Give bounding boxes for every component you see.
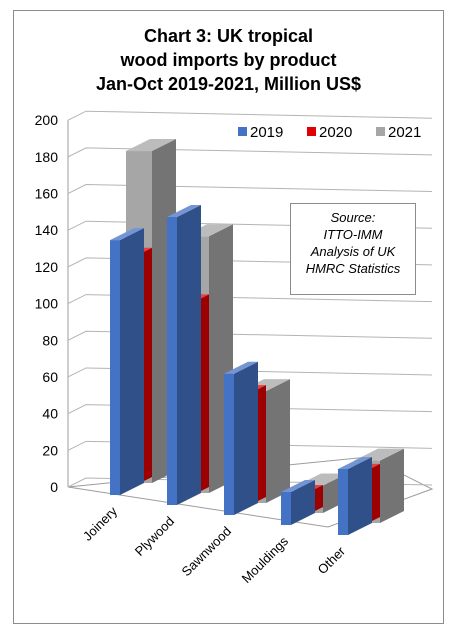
legend: 2019 2020 2021 [238,124,421,141]
chart-title-line-1: Chart 3: UK tropical [143,26,314,46]
y-tick-label: 60 [42,369,58,385]
gridline [67,110,433,121]
bar-side-2021-Sawnwood [266,379,290,503]
bar-2019-Joinery [110,240,120,495]
bar-side-2019-Sawnwood [234,361,258,515]
bar-2019-Plywood [167,217,177,505]
legend-label-2021: 2021 [388,124,421,141]
gridline [67,404,433,415]
y-tick-label: 80 [42,332,58,348]
y-tick-label: 20 [42,442,58,458]
legend-label-2019: 2019 [250,124,283,141]
chart-title: Chart 3: UK tropical wood imports by pro… [13,24,444,96]
source-line-1: Source: [330,210,376,225]
x-tick-label-joinery: Joinery [80,503,121,544]
gridline [67,147,433,158]
gridline [67,184,433,195]
chart-title-line-2: wood imports by product [120,50,337,70]
y-tick-label: 160 [35,186,59,202]
bar-side-2019-Other [348,456,372,535]
bar-top-2021-Joinery [126,139,176,152]
source-annotation: Source: ITTO-IMM Analysis of UK HMRC Sta… [290,203,416,295]
x-tick-label-other: Other [315,543,349,577]
y-tick-label: 0 [50,479,58,495]
y-tick-label: 100 [35,296,59,312]
chart-title-line-3: Jan-Oct 2019-2021, Million US$ [95,74,362,94]
bar-top-2019-Other [338,456,372,469]
bar-side-2021-Other [380,448,404,523]
bar-side-2019-Joinery [120,228,144,495]
gridline [67,294,433,305]
source-line-3: Analysis of UK [310,244,396,259]
bar-top-2019-Joinery [110,228,144,241]
bar-top-2019-Mouldings [281,479,315,492]
bars [110,139,404,535]
gridline [67,367,433,378]
gridline [67,440,433,451]
y-tick-label: 200 [35,112,59,128]
source-line-2: ITTO-IMM [323,227,383,242]
bar-2019-Sawnwood [224,373,234,515]
bar-side-2019-Plywood [177,205,201,505]
legend-label-2020: 2020 [319,124,352,141]
bar-top-2019-Plywood [167,205,201,218]
legend-swatch-2021 [376,127,385,136]
y-tick-label: 180 [35,149,59,165]
bar-2019-Other [338,468,348,535]
gridline [67,330,433,341]
y-axis-ticks: 0 20 40 60 80 100 120 140 160 180 200 [35,112,59,495]
y-tick-label: 40 [42,406,58,422]
y-tick-label: 120 [35,259,59,275]
bar-top-2019-Sawnwood [224,361,258,374]
x-tick-label-sawnwood: Sawnwood [179,524,235,580]
legend-swatch-2019 [238,127,247,136]
bar-side-2019-Mouldings [291,479,315,525]
y-tick-label: 140 [35,222,59,238]
source-line-4: HMRC Statistics [305,261,401,276]
legend-swatch-2020 [307,127,316,136]
x-tick-label-plywood: Plywood [132,514,177,559]
bar-2019-Mouldings [281,491,291,525]
x-tick-label-mouldings: Mouldings [239,533,292,586]
